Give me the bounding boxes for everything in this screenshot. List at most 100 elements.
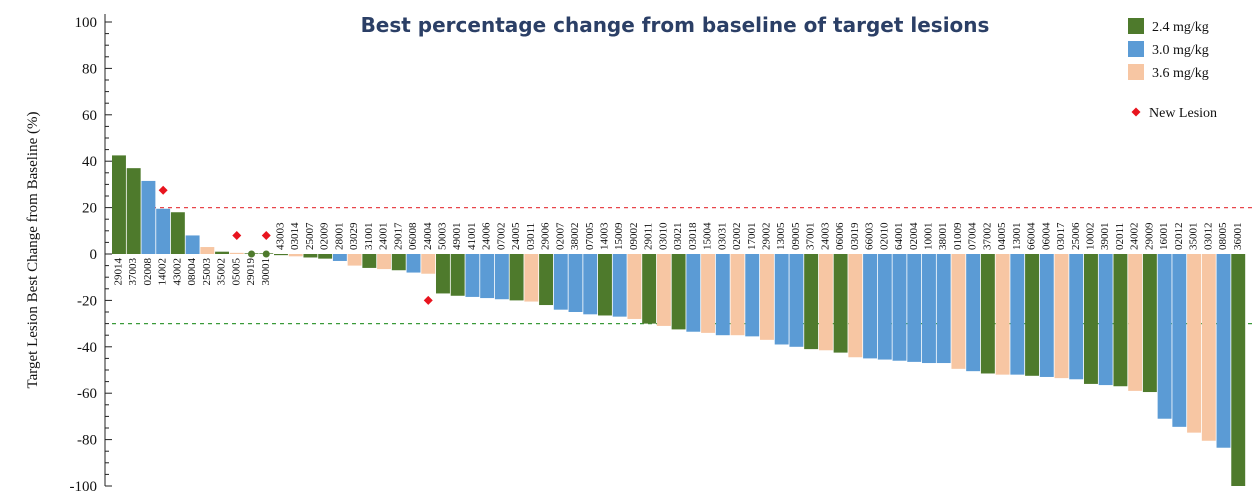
bar-03031 — [715, 254, 730, 336]
bar-24004 — [421, 254, 436, 274]
bar-29006 — [539, 254, 554, 306]
bar-label: 09002 — [628, 223, 640, 251]
y-tick-label: -60 — [77, 386, 97, 402]
bar-label: 38001 — [937, 223, 949, 251]
bar-label: 37001 — [805, 223, 817, 251]
bar-label: 29014 — [112, 258, 124, 286]
bar-25007 — [303, 254, 318, 258]
bar-24003 — [818, 254, 833, 351]
bar-66004 — [1025, 254, 1040, 376]
bar-37003 — [126, 168, 141, 254]
bar-label: 14003 — [598, 222, 610, 250]
bar-label: 03011 — [525, 223, 537, 250]
bar-02004 — [907, 254, 922, 362]
legend-new-lesion-label: New Lesion — [1149, 106, 1217, 121]
bar-label: 02002 — [731, 223, 743, 251]
bar-label: 17001 — [746, 223, 758, 251]
bar-06008 — [406, 254, 421, 273]
bar-25006 — [1069, 254, 1084, 380]
bar-label: 29009 — [1143, 222, 1155, 250]
legend-label: 3.6 mg/kg — [1152, 66, 1209, 81]
bar-41001 — [465, 254, 480, 297]
bar-label: 06004 — [1040, 222, 1052, 250]
bar-label: 05005 — [230, 258, 242, 286]
bar-label: 49001 — [451, 223, 463, 251]
bar-07005 — [583, 254, 598, 315]
bar-label: 25006 — [1070, 222, 1082, 250]
y-tick-label: -100 — [70, 479, 98, 492]
legend: 2.4 mg/kg 3.0 mg/kg 3.6 mg/kg New Lesion — [1128, 18, 1217, 121]
bar-25003 — [200, 247, 215, 254]
bar-label: 28001 — [333, 223, 345, 251]
bar-label: 02004 — [908, 222, 920, 250]
bar-label: 24005 — [510, 222, 522, 250]
bar-label: 29019 — [245, 258, 257, 286]
bar-label: 24004 — [422, 222, 434, 250]
bar-label: 29011 — [643, 223, 655, 250]
bar-02011 — [1113, 254, 1128, 387]
bar-label: 24001 — [378, 223, 390, 251]
bar-label: 10002 — [1084, 223, 1096, 251]
bar-label: 37003 — [127, 258, 139, 286]
bar-03017 — [1054, 254, 1069, 379]
bar-label: 06006 — [834, 222, 846, 250]
bar-label: 02010 — [878, 222, 890, 250]
bar-label: 06008 — [407, 222, 419, 250]
bar-38002 — [568, 254, 583, 312]
bar-label: 02008 — [142, 258, 154, 286]
bar-15004 — [701, 254, 716, 333]
y-tick-label: -20 — [77, 293, 97, 309]
bar-label: 04005 — [996, 222, 1008, 250]
bar-label: 13005 — [775, 222, 787, 250]
bar-50003 — [436, 254, 450, 294]
bar-label: 03018 — [687, 222, 699, 250]
bar-03014 — [288, 254, 303, 257]
bar-label: 37002 — [981, 223, 993, 251]
bar-label: 35002 — [216, 258, 228, 286]
y-tick-label: 40 — [82, 154, 97, 170]
bar-label: 10001 — [922, 223, 934, 251]
bar-label: 07005 — [584, 222, 596, 250]
data-marker — [248, 250, 256, 258]
bar-15009 — [612, 254, 627, 317]
bar-label: 31001 — [363, 223, 375, 251]
bar-02008 — [141, 180, 156, 254]
bar-66003 — [863, 254, 878, 359]
bar-label: 24003 — [819, 222, 831, 250]
y-tick-label: -40 — [77, 340, 97, 356]
bar-02009 — [318, 254, 333, 259]
bar-label: 03012 — [1202, 223, 1214, 251]
bar-09002 — [627, 254, 642, 319]
bar-43002 — [170, 212, 185, 254]
bar-label: 29002 — [760, 223, 772, 251]
y-tick-label: 0 — [90, 247, 98, 263]
bar-label: 35001 — [1188, 223, 1200, 251]
bar-label: 07004 — [967, 222, 979, 250]
y-tick-label: 60 — [82, 108, 97, 124]
legend-label: 3.0 mg/kg — [1152, 43, 1209, 58]
bar-label: 16001 — [1158, 223, 1170, 251]
bar-14002 — [156, 208, 171, 254]
new-lesion-marker — [423, 295, 433, 305]
bar-label: 13001 — [1011, 223, 1023, 251]
bar-13001 — [1010, 254, 1025, 375]
bar-29009 — [1142, 254, 1157, 393]
bar-label: 25007 — [304, 222, 316, 250]
bar-37002 — [980, 254, 995, 374]
bar-label: 14002 — [157, 258, 169, 286]
bar-49001 — [450, 254, 465, 296]
bar-03019 — [848, 254, 863, 358]
bar-03029 — [347, 254, 362, 266]
bar-24005 — [509, 254, 524, 301]
bar-64001 — [892, 254, 907, 361]
bar-39001 — [1098, 254, 1113, 386]
y-axis-label: Target Lesion Best Change from Baseline … — [25, 112, 41, 389]
legend-swatch-2.4 — [1128, 18, 1144, 34]
bar-38001 — [936, 254, 951, 364]
bar-label: 29017 — [392, 222, 404, 250]
bar-10002 — [1084, 254, 1098, 384]
legend-label: 2.4 mg/kg — [1152, 20, 1209, 35]
bar-17001 — [745, 254, 760, 337]
bar-24001 — [377, 254, 392, 270]
bar-36001 — [1231, 254, 1246, 486]
